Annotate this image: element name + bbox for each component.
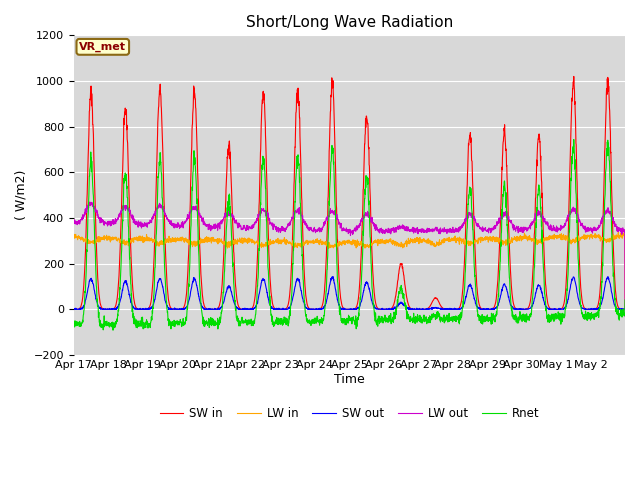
Title: Short/Long Wave Radiation: Short/Long Wave Radiation bbox=[246, 15, 453, 30]
LW in bbox=[383, 237, 390, 243]
Line: SW in: SW in bbox=[74, 76, 625, 309]
LW in bbox=[244, 239, 252, 244]
LW out bbox=[244, 226, 252, 231]
LW out bbox=[614, 224, 621, 229]
Line: Rnet: Rnet bbox=[74, 140, 625, 330]
Rnet bbox=[516, 317, 524, 323]
Line: LW in: LW in bbox=[74, 232, 625, 307]
LW in bbox=[614, 229, 622, 235]
SW out bbox=[547, 306, 554, 312]
SW out bbox=[621, 306, 629, 312]
LW in bbox=[70, 234, 77, 240]
LW in bbox=[515, 236, 523, 242]
SW in bbox=[70, 306, 77, 312]
Rnet bbox=[125, 236, 133, 241]
Y-axis label: ( W/m2): ( W/m2) bbox=[15, 170, 28, 220]
Rnet bbox=[70, 323, 77, 328]
SW out bbox=[516, 306, 524, 312]
Text: VR_met: VR_met bbox=[79, 42, 126, 52]
Rnet bbox=[621, 297, 629, 303]
SW out bbox=[614, 306, 621, 312]
SW in bbox=[614, 301, 621, 307]
SW in bbox=[621, 306, 629, 312]
Rnet bbox=[244, 317, 252, 323]
Rnet bbox=[383, 318, 390, 324]
LW out bbox=[70, 218, 77, 224]
Rnet bbox=[547, 316, 554, 322]
Rnet bbox=[109, 327, 117, 333]
LW out bbox=[383, 228, 390, 233]
LW in bbox=[613, 234, 621, 240]
LW out bbox=[516, 228, 524, 233]
LW out bbox=[547, 222, 554, 228]
LW in bbox=[125, 240, 132, 246]
LW in bbox=[621, 304, 629, 310]
LW in bbox=[547, 233, 554, 239]
X-axis label: Time: Time bbox=[334, 372, 365, 385]
SW in bbox=[547, 306, 554, 312]
Line: LW out: LW out bbox=[74, 202, 625, 316]
Rnet bbox=[614, 310, 621, 316]
Line: SW out: SW out bbox=[74, 276, 625, 309]
Rnet bbox=[570, 137, 578, 143]
SW out bbox=[244, 306, 252, 312]
SW in bbox=[383, 306, 390, 312]
SW out bbox=[70, 306, 77, 312]
SW out bbox=[383, 306, 390, 312]
SW out bbox=[125, 289, 132, 295]
LW out bbox=[125, 209, 133, 215]
SW in bbox=[125, 185, 132, 191]
Legend: SW in, LW in, SW out, LW out, Rnet: SW in, LW in, SW out, LW out, Rnet bbox=[155, 402, 544, 425]
SW in bbox=[244, 306, 252, 312]
LW out bbox=[621, 313, 629, 319]
SW in bbox=[570, 73, 578, 79]
SW out bbox=[329, 274, 337, 279]
SW in bbox=[515, 306, 523, 312]
LW out bbox=[86, 199, 93, 205]
